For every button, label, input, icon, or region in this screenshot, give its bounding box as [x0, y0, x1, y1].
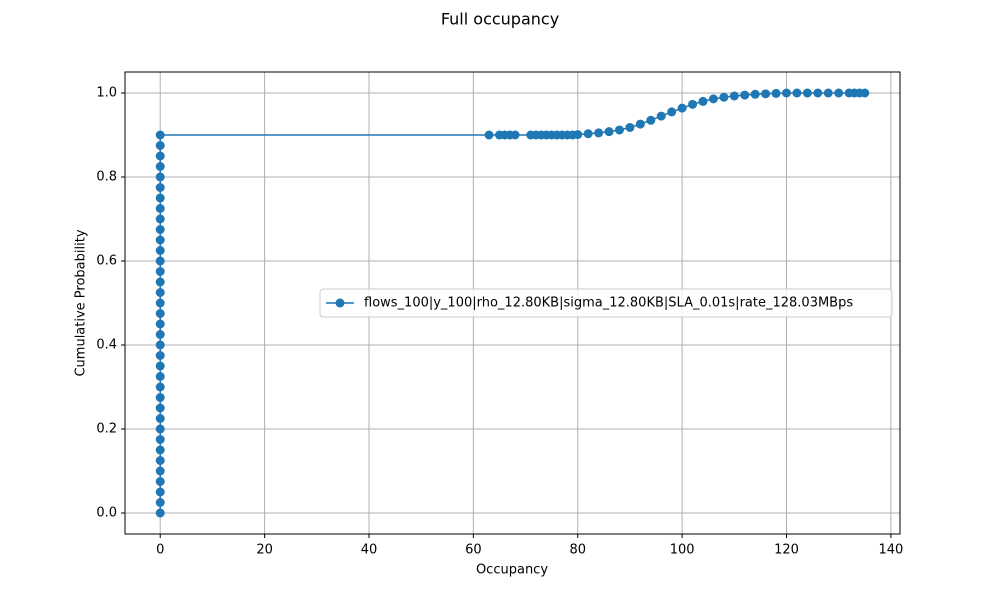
marker — [646, 115, 656, 125]
marker — [781, 88, 791, 98]
y-tick-label: 0.0 — [96, 506, 117, 521]
marker — [155, 319, 165, 329]
plot-frame — [124, 71, 901, 535]
marker — [155, 183, 165, 192]
y-axis-label: Cumulative Probability — [74, 229, 89, 376]
marker — [823, 88, 833, 98]
marker — [155, 403, 165, 413]
marker — [155, 193, 165, 203]
marker — [155, 162, 165, 171]
marker — [155, 487, 165, 497]
marker — [656, 111, 666, 121]
x-tick-label: 20 — [256, 543, 273, 558]
marker — [792, 88, 802, 98]
y-tick-label: 1.0 — [96, 86, 117, 101]
x-axis-label: Occupancy — [476, 563, 548, 578]
legend-marker — [335, 298, 345, 308]
marker — [604, 127, 614, 137]
marker — [155, 172, 165, 182]
marker — [155, 414, 165, 423]
marker — [155, 351, 165, 360]
marker — [729, 91, 739, 101]
marker — [155, 298, 165, 308]
marker — [155, 424, 165, 434]
marker — [155, 477, 165, 486]
marker — [155, 309, 165, 318]
marker — [155, 466, 165, 476]
marker — [155, 372, 165, 381]
y-tick-label: 0.6 — [96, 254, 117, 269]
marker — [698, 96, 708, 106]
marker — [155, 330, 165, 339]
marker — [155, 393, 165, 402]
chart-title: Full occupancy — [441, 10, 559, 29]
marker — [667, 107, 677, 117]
marker — [750, 89, 760, 99]
legend-box — [319, 288, 893, 318]
marker — [155, 246, 165, 255]
marker — [708, 94, 718, 104]
marker — [614, 125, 624, 135]
marker — [155, 361, 165, 371]
marker — [802, 88, 812, 98]
x-tick-label: 40 — [361, 543, 378, 558]
marker — [155, 225, 165, 234]
legend: flows_100|y_100|rho_12.80KB|sigma_12.80K… — [319, 288, 893, 318]
marker — [155, 445, 165, 455]
marker — [155, 340, 165, 350]
marker — [573, 130, 583, 140]
x-tick-label: 60 — [465, 543, 482, 558]
marker — [155, 508, 165, 518]
marker — [594, 128, 604, 138]
marker — [813, 88, 823, 98]
marker — [155, 235, 165, 245]
marker — [771, 88, 781, 98]
marker — [155, 435, 165, 444]
marker — [155, 214, 165, 224]
marker — [155, 151, 165, 161]
marker — [834, 88, 844, 98]
marker — [677, 103, 687, 113]
marker — [155, 256, 165, 266]
marker — [860, 88, 870, 98]
marker — [635, 119, 645, 129]
marker — [740, 90, 750, 100]
marker — [155, 382, 165, 392]
marker — [719, 92, 729, 102]
y-tick-label: 0.8 — [96, 170, 117, 185]
x-tick-label: 140 — [878, 543, 903, 558]
marker — [155, 498, 165, 507]
marker — [583, 129, 593, 139]
marker — [510, 130, 520, 140]
y-tick-label: 0.4 — [96, 338, 117, 353]
y-tick-label: 0.2 — [96, 422, 117, 437]
marker — [155, 141, 165, 150]
x-tick-label: 100 — [670, 543, 695, 558]
marker — [625, 122, 635, 132]
marker — [155, 267, 165, 276]
marker — [688, 99, 698, 109]
x-tick-label: 0 — [156, 543, 164, 558]
marker — [155, 456, 165, 465]
legend-label: flows_100|y_100|rho_12.80KB|sigma_12.80K… — [364, 296, 853, 311]
x-tick-label: 80 — [569, 543, 586, 558]
marker — [155, 288, 165, 297]
x-tick-label: 120 — [774, 543, 799, 558]
marker — [761, 89, 771, 99]
marker — [155, 277, 165, 287]
marker — [155, 130, 165, 140]
marker — [155, 204, 165, 213]
marker — [484, 130, 494, 140]
